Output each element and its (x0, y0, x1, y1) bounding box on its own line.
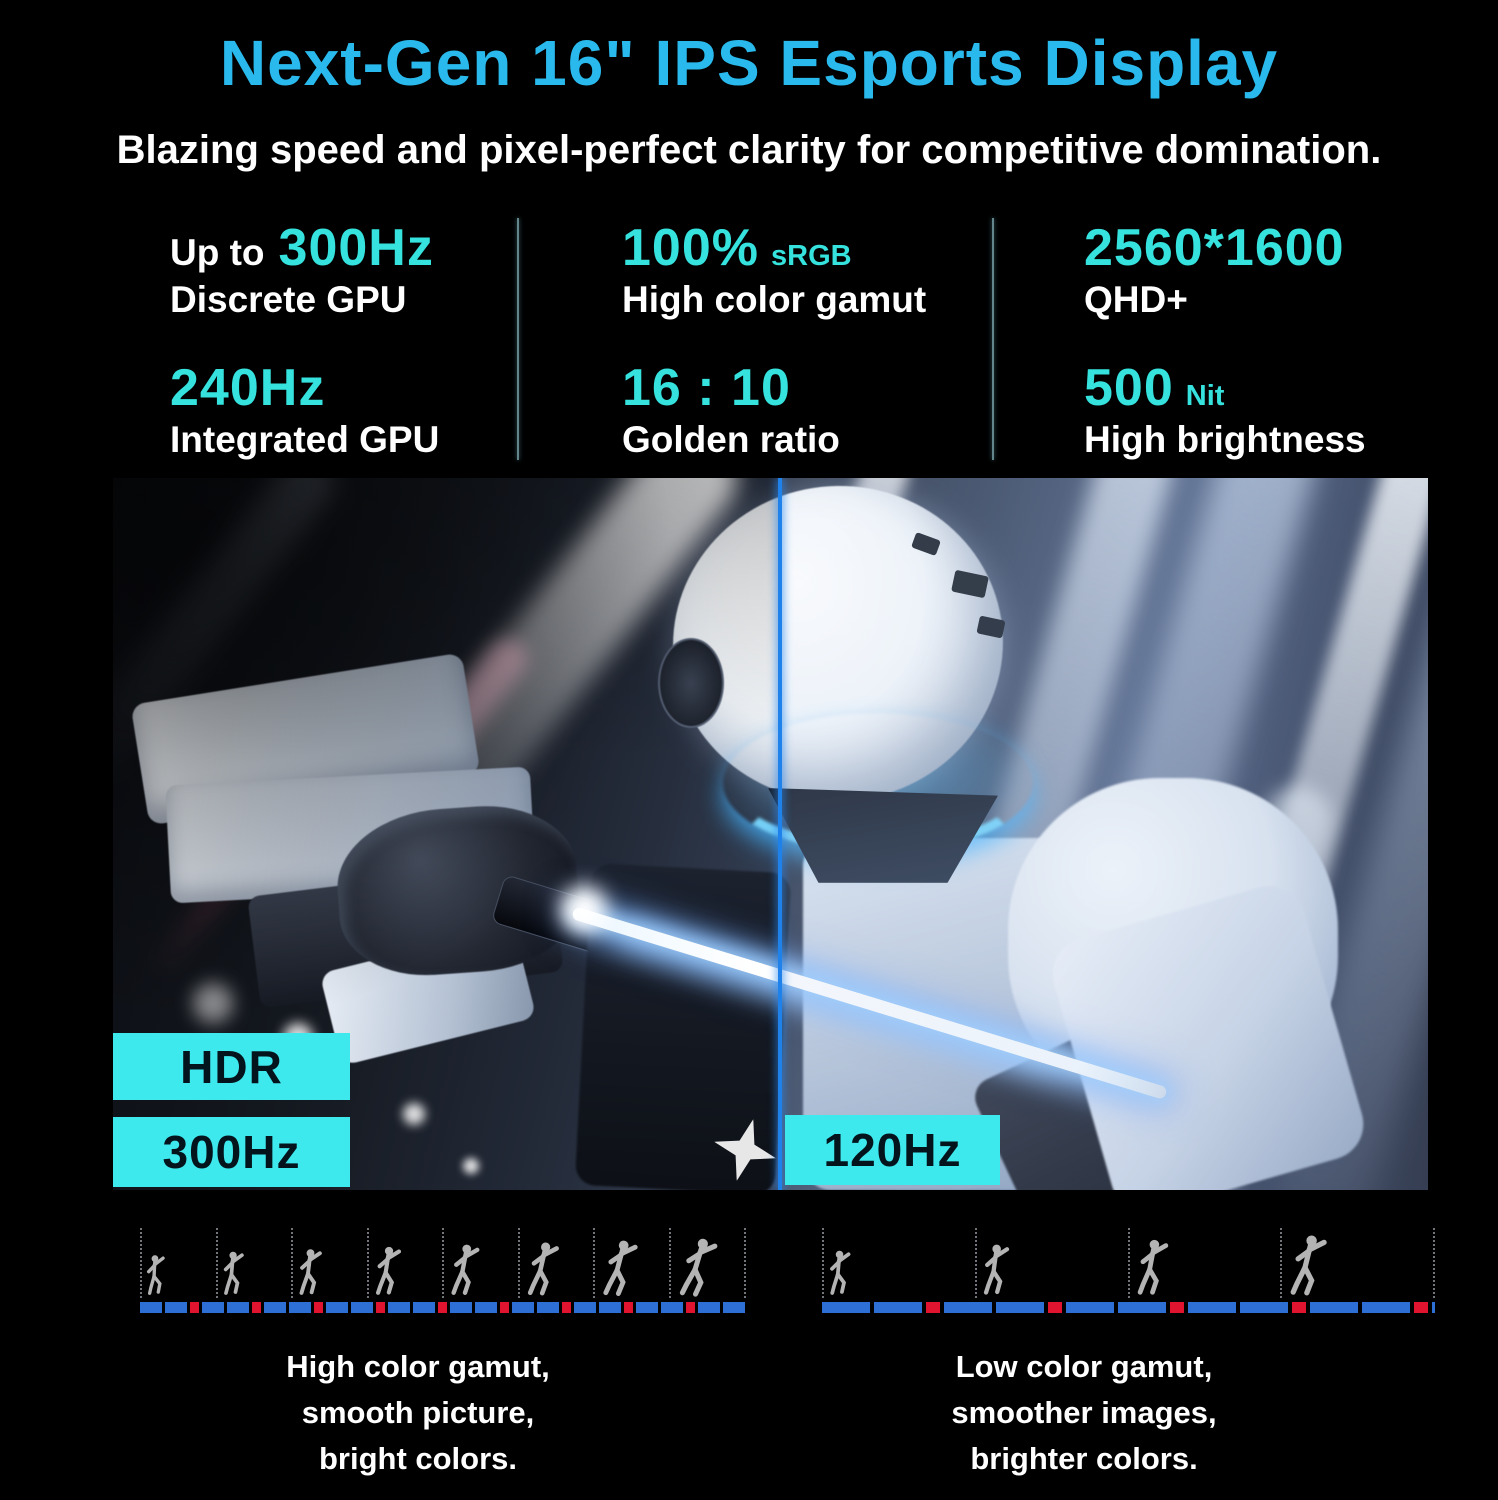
subtitle: Blazing speed and pixel-perfect clarity … (116, 128, 1382, 172)
motion-frame (517, 1228, 594, 1298)
timeline-bar (140, 1302, 746, 1313)
motion-frame (140, 1228, 216, 1298)
caption-line: brighter colors. (970, 1441, 1198, 1476)
dancer-figure-icon (223, 1251, 244, 1295)
dancer-figure-icon (375, 1246, 401, 1295)
caption-line: smooth picture, (301, 1395, 535, 1430)
spec-label: High color gamut (622, 279, 927, 320)
dancer-figure-icon (451, 1244, 480, 1295)
hdr-badge: HDR (113, 1033, 350, 1100)
dancer-figure-icon (830, 1250, 851, 1295)
spec-label: High brightness (1084, 419, 1366, 460)
motion-frame (442, 1228, 518, 1298)
spec-column-color: 100% sRGB High color gamut 16 : 10 Golde… (519, 218, 992, 460)
motion-frame (366, 1228, 443, 1298)
right-tint-overlay (780, 478, 1428, 1190)
spec-label: Discrete GPU (170, 279, 407, 320)
motion-frame (822, 1228, 975, 1298)
refresh-badge-right: 120Hz (785, 1115, 1000, 1185)
timeline-bar (822, 1302, 1435, 1313)
spec-grid: Up to 300Hz Discrete GPU 240Hz Integrate… (170, 218, 1432, 460)
caption-line: bright colors. (318, 1441, 518, 1476)
dancer-figure-icon (983, 1244, 1009, 1295)
spec-value-line: Up to 300Hz (170, 218, 517, 277)
spec-value-line: 100% sRGB (622, 218, 992, 277)
dancer-figure-icon (527, 1242, 559, 1296)
dancer-figure-icon (299, 1249, 322, 1295)
refresh-badge-left: 300Hz (113, 1117, 350, 1187)
caption-line: smoother images, (951, 1395, 1217, 1430)
column-divider (517, 218, 519, 460)
dancer-figure-icon (1137, 1239, 1168, 1295)
spec-discrete-gpu: Up to 300Hz Discrete GPU (170, 218, 517, 324)
caption-line: High color gamut, (286, 1349, 550, 1384)
motion-frame (291, 1228, 367, 1298)
caption-low-gamut: Low color gamut, smoother images, bright… (874, 1344, 1294, 1482)
spec-value: 100% (622, 219, 759, 277)
motion-frame (593, 1228, 669, 1298)
spec-suffix: Nit (1185, 380, 1225, 412)
motion-frame (1280, 1228, 1433, 1298)
frame-sequence (822, 1228, 1435, 1298)
spec-value-line: 240Hz (170, 358, 517, 417)
motion-frame (1127, 1228, 1281, 1298)
spec-label: Integrated GPU (170, 419, 440, 460)
spec-prefix: Up to (170, 232, 265, 273)
dancer-figure-icon (146, 1255, 165, 1295)
motion-strip-high-refresh (140, 1228, 746, 1313)
dancer-figure-icon (603, 1240, 638, 1297)
motion-strip-low-refresh (822, 1228, 1435, 1313)
hero-image: HDR 300Hz 120Hz (113, 478, 1428, 1190)
spec-label: QHD+ (1084, 279, 1188, 320)
caption-high-gamut: High color gamut, smooth picture, bright… (208, 1344, 628, 1482)
spec-value-line: 500 Nit (1084, 358, 1432, 417)
spec-value-line: 2560*1600 (1084, 218, 1432, 277)
dancer-figure-icon (1290, 1235, 1327, 1296)
spec-column-refresh: Up to 300Hz Discrete GPU 240Hz Integrate… (170, 218, 517, 460)
page-title: Next-Gen 16" IPS Esports Display (219, 27, 1279, 99)
spec-value: 2560*1600 (1084, 219, 1345, 277)
motion-frame (215, 1228, 292, 1298)
frame-sequence (140, 1228, 746, 1298)
spec-value: 16 : 10 (622, 359, 791, 417)
spec-value: 240Hz (170, 359, 326, 417)
spec-column-panel: 2560*1600 QHD+ 500 Nit High brightness (994, 218, 1432, 460)
spec-aspect-ratio: 16 : 10 Golden ratio (622, 358, 992, 464)
spec-suffix: sRGB (771, 240, 852, 272)
motion-frame (668, 1228, 745, 1298)
spec-srgb: 100% sRGB High color gamut (622, 218, 992, 324)
spec-integrated-gpu: 240Hz Integrated GPU (170, 358, 517, 464)
spec-label: Golden ratio (622, 419, 840, 460)
spec-value: 300Hz (278, 219, 434, 277)
spec-value-line: 16 : 10 (622, 358, 992, 417)
motion-frame (974, 1228, 1128, 1298)
spec-resolution: 2560*1600 QHD+ (1084, 218, 1432, 324)
spec-value: 500 (1084, 359, 1174, 417)
dancer-figure-icon (679, 1238, 717, 1297)
split-line (778, 478, 782, 1190)
caption-line: Low color gamut, (955, 1349, 1213, 1384)
spec-brightness: 500 Nit High brightness (1084, 358, 1432, 464)
column-divider (992, 218, 994, 460)
